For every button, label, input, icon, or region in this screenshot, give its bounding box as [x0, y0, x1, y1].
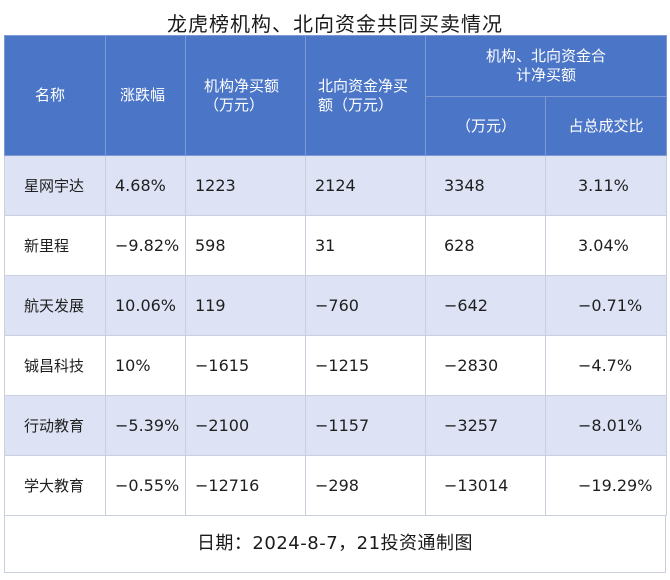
cell-total: 3348 [425, 155, 546, 216]
header-combined-group-label: 机构、北向资金合计净买额 [485, 47, 606, 84]
cell-name: 航天发展 [4, 275, 106, 336]
cell-inst: 598 [185, 215, 306, 276]
cell-change: 10% [105, 335, 186, 396]
cell-change: −5.39% [105, 395, 186, 456]
cell-name: 星网宇达 [4, 155, 106, 216]
cell-north: 2124 [305, 155, 426, 216]
header-inst-net-label: 机构净买额（万元） [204, 76, 280, 114]
cell-north: 31 [305, 215, 426, 276]
data-table: 名称 涨跌幅 机构净买额（万元） 北向资金净买额（万元） 机构、北向资金合计净买… [4, 35, 667, 516]
cell-total: 628 [425, 215, 546, 276]
cell-name: 新里程 [4, 215, 106, 276]
cell-inst: 1223 [185, 155, 306, 216]
cell-share: 3.11% [545, 155, 667, 216]
table-row: 行动教育 −5.39% −2100 −1157 −3257 −8.01% [4, 395, 667, 456]
cell-name: 铖昌科技 [4, 335, 106, 396]
header-change: 涨跌幅 [105, 35, 186, 156]
cell-share: −0.71% [545, 275, 667, 336]
table-row: 新里程 −9.82% 598 31 628 3.04% [4, 215, 667, 276]
table-row: 星网宇达 4.68% 1223 2124 3348 3.11% [4, 155, 667, 216]
page-title: 龙虎榜机构、北向资金共同买卖情况 [167, 12, 503, 36]
cell-inst: −2100 [185, 395, 306, 456]
cell-name: 行动教育 [4, 395, 106, 456]
cell-north: −298 [305, 455, 426, 516]
table-row: 航天发展 10.06% 119 −760 −642 −0.71% [4, 275, 667, 336]
cell-name: 学大教育 [4, 455, 106, 516]
table-row: 学大教育 −0.55% −12716 −298 −13014 −19.29% [4, 455, 667, 516]
header-north-net: 北向资金净买额（万元） [305, 35, 426, 156]
header-north-net-label: 北向资金净买额（万元） [318, 76, 409, 114]
cell-share: 3.04% [545, 215, 667, 276]
cell-north: −1157 [305, 395, 426, 456]
cell-change: 10.06% [105, 275, 186, 336]
cell-total: −642 [425, 275, 546, 336]
cell-change: 4.68% [105, 155, 186, 216]
cell-total: −3257 [425, 395, 546, 456]
cell-inst: −1615 [185, 335, 306, 396]
cell-total: −2830 [425, 335, 546, 396]
cell-inst: −12716 [185, 455, 306, 516]
cell-share: −19.29% [545, 455, 667, 516]
cell-change: −0.55% [105, 455, 186, 516]
cell-north: −1215 [305, 335, 426, 396]
cell-share: −4.7% [545, 335, 667, 396]
cell-change: −9.82% [105, 215, 186, 276]
cell-total: −13014 [425, 455, 546, 516]
header-combined-value: （万元） [425, 96, 546, 156]
header-combined-group: 机构、北向资金合计净买额 [425, 35, 667, 97]
footer-caption: 日期：2024-8-7，21投资通制图 [4, 515, 666, 573]
header-combined-share: 占总成交比 [545, 96, 667, 156]
cell-share: −8.01% [545, 395, 667, 456]
cell-north: −760 [305, 275, 426, 336]
header-inst-net: 机构净买额（万元） [185, 35, 306, 156]
table-row: 铖昌科技 10% −1615 −1215 −2830 −4.7% [4, 335, 667, 396]
header-name: 名称 [4, 35, 106, 156]
cell-inst: 119 [185, 275, 306, 336]
